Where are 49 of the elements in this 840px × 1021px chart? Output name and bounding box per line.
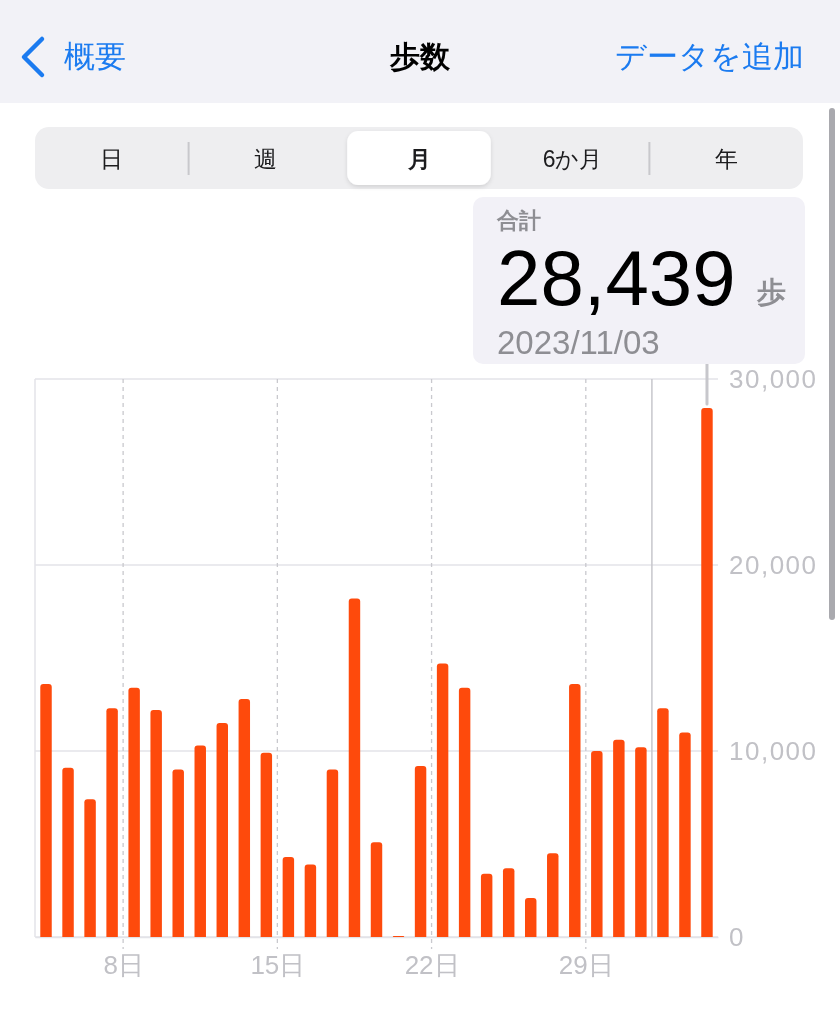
- bar: [172, 769, 184, 937]
- bar: [458, 687, 471, 937]
- x-tick-label: 22日: [404, 950, 460, 981]
- text: 年: [714, 146, 738, 172]
- bar: [547, 853, 559, 937]
- bar: [216, 723, 228, 937]
- bar: [326, 769, 339, 937]
- y-tick-label: 20,000: [729, 549, 818, 580]
- bar: [679, 732, 691, 937]
- bar: [84, 799, 96, 937]
- chart-title: 歩数: [389, 40, 451, 73]
- text: データを追加: [615, 39, 804, 74]
- bar: [569, 684, 581, 937]
- text: 月: [406, 146, 431, 172]
- bar: [370, 842, 383, 937]
- bar: [282, 857, 295, 937]
- y-tick-label: 30,000: [729, 363, 818, 394]
- bar: [657, 708, 669, 937]
- bar: [128, 687, 140, 937]
- y-tick-label: 10,000: [729, 735, 818, 766]
- bar: [502, 868, 515, 937]
- bar: [635, 747, 647, 937]
- text: 合計: [496, 208, 541, 233]
- bar: [260, 752, 273, 937]
- bar: [436, 663, 449, 937]
- text: 概要: [64, 39, 126, 74]
- bar: [304, 864, 317, 937]
- text: 日: [100, 146, 124, 172]
- y-tick-label: 0: [729, 921, 745, 952]
- x-tick-label: 15日: [250, 950, 306, 981]
- x-tick-label: 29日: [558, 950, 614, 981]
- text: 6か月: [542, 146, 603, 172]
- text: 週: [253, 146, 277, 172]
- bar: [150, 710, 162, 937]
- bar: [480, 873, 493, 937]
- x-tick-label: 8日: [103, 950, 144, 981]
- bar: [40, 684, 52, 937]
- bar: [62, 767, 74, 937]
- annotation: 2023/11/03: [497, 324, 660, 361]
- bar: [348, 598, 361, 937]
- annotation: 28,439 歩: [497, 234, 787, 322]
- bar: [194, 745, 206, 937]
- bar: [414, 765, 427, 937]
- bar: [613, 739, 625, 937]
- bar: [238, 698, 251, 937]
- bar: [701, 408, 713, 937]
- bar: [591, 751, 603, 937]
- bar: [525, 897, 537, 937]
- bar: [106, 708, 118, 937]
